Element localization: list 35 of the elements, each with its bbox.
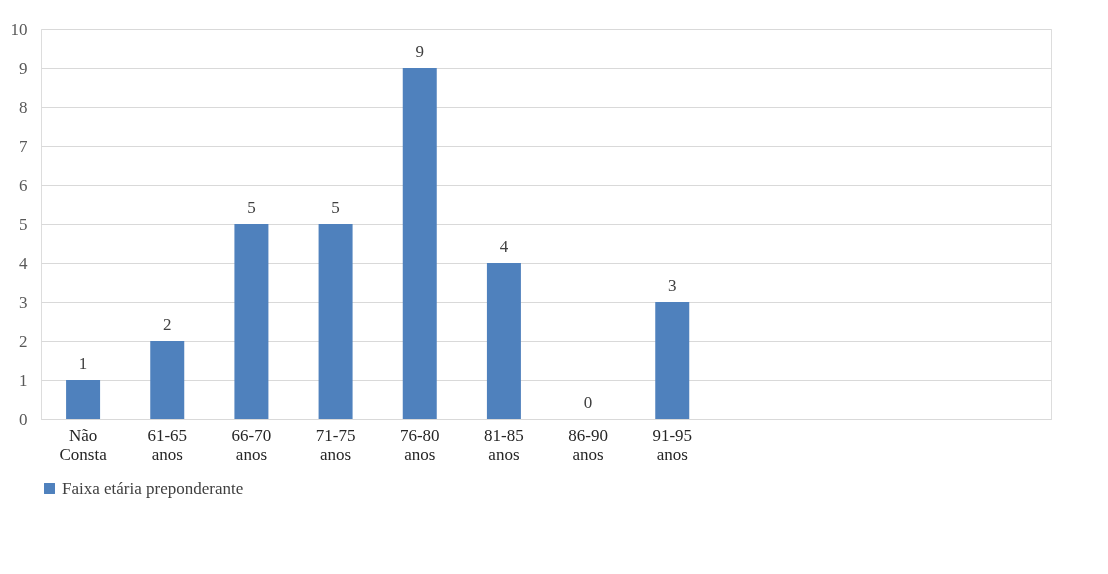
data-label: 5 [247, 198, 256, 217]
y-tick-label: 2 [19, 331, 28, 351]
data-label: 3 [668, 276, 677, 295]
data-label: 1 [78, 354, 88, 373]
x-tick-label: 61-65 anos [147, 425, 188, 464]
bar [486, 263, 521, 419]
x-tick-label: 76-80 anos [399, 425, 440, 464]
y-tick-label: 6 [19, 175, 28, 195]
data-label: 9 [415, 42, 424, 61]
data-label: 4 [499, 237, 509, 256]
y-tick-label: 8 [19, 97, 28, 117]
data-label: 2 [163, 315, 172, 334]
y-tick-label: 4 [19, 253, 28, 273]
bar [402, 68, 437, 419]
x-tick-label: 91-95 anos [652, 425, 693, 464]
y-tick-label: 0 [19, 409, 28, 429]
bar [318, 224, 353, 419]
y-tick-label: 9 [19, 58, 28, 78]
x-tick-label: 71-75 anos [315, 425, 356, 464]
x-tick-label: 86-90 anos [568, 425, 608, 464]
legend-label: Faixa etária preponderante [62, 478, 244, 498]
y-tick-label: 1 [19, 370, 28, 390]
bar [655, 302, 690, 419]
bar [150, 341, 185, 419]
y-tick-label: 7 [19, 136, 28, 156]
data-label: 0 [583, 393, 593, 412]
y-tick-label: 3 [19, 292, 28, 312]
x-tick-label: 66-70 anos [231, 425, 272, 464]
y-tick-label: 10 [10, 19, 28, 39]
data-label: 5 [331, 198, 340, 217]
y-tick-label: 5 [19, 214, 28, 234]
bar [66, 380, 101, 419]
bar [234, 224, 269, 419]
x-tick-label: Não Consta [59, 425, 108, 464]
x-tick-label: 81-85 anos [484, 425, 524, 464]
